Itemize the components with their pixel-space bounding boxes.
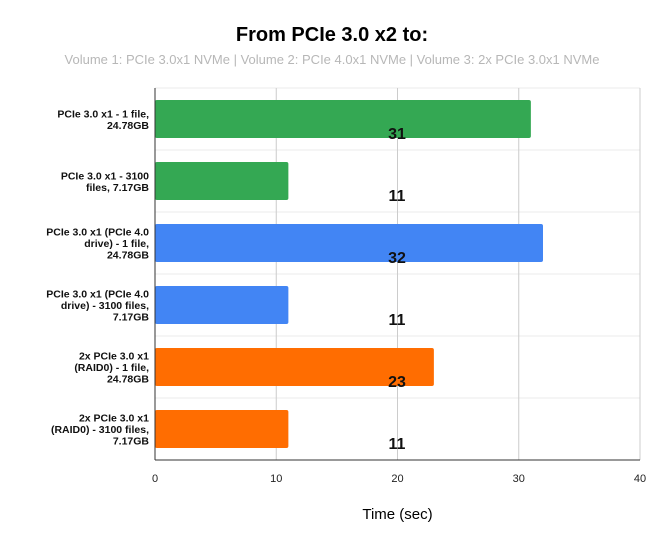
category-label: 2x PCIe 3.0 x1 (RAID0) - 1 file, 24.78GB (74, 351, 149, 386)
x-tick-label: 30 (513, 473, 525, 485)
bar (155, 162, 289, 200)
data-label: 11 (389, 188, 406, 205)
x-tick-label: 10 (270, 473, 282, 485)
category-label: PCIe 3.0 x1 (PCIe 4.0 drive) - 3100 files… (46, 289, 149, 324)
chart-subtitle: Volume 1: PCIe 3.0x1 NVMe | Volume 2: PC… (64, 52, 600, 67)
data-label: 31 (388, 126, 406, 143)
category-label: PCIe 3.0 x1 (PCIe 4.0 drive) - 1 file, 24.… (46, 227, 149, 262)
x-tick-label: 40 (634, 473, 646, 485)
data-label: 32 (388, 250, 406, 267)
x-axis-label: Time (sec) (362, 506, 433, 523)
bar (155, 410, 289, 448)
chart-title: From PCIe 3.0 x2 to: (235, 24, 429, 46)
x-tick-label: 20 (391, 473, 403, 485)
bar (155, 348, 434, 386)
category-label: 2x PCIe 3.0 x1 (RAID0) - 3100 files, 7.17G… (51, 413, 149, 448)
data-label: 23 (388, 374, 406, 391)
x-tick-label: 0 (152, 473, 158, 485)
category-label: PCIe 3.0 x1 - 1 file, 24.78GB (57, 108, 149, 132)
data-label: 11 (389, 312, 406, 329)
bar (155, 286, 289, 324)
bar (155, 224, 543, 262)
data-label: 11 (389, 436, 406, 453)
bar (155, 100, 531, 138)
category-label: PCIe 3.0 x1 - 3100 files, 7.17GB (61, 170, 150, 194)
